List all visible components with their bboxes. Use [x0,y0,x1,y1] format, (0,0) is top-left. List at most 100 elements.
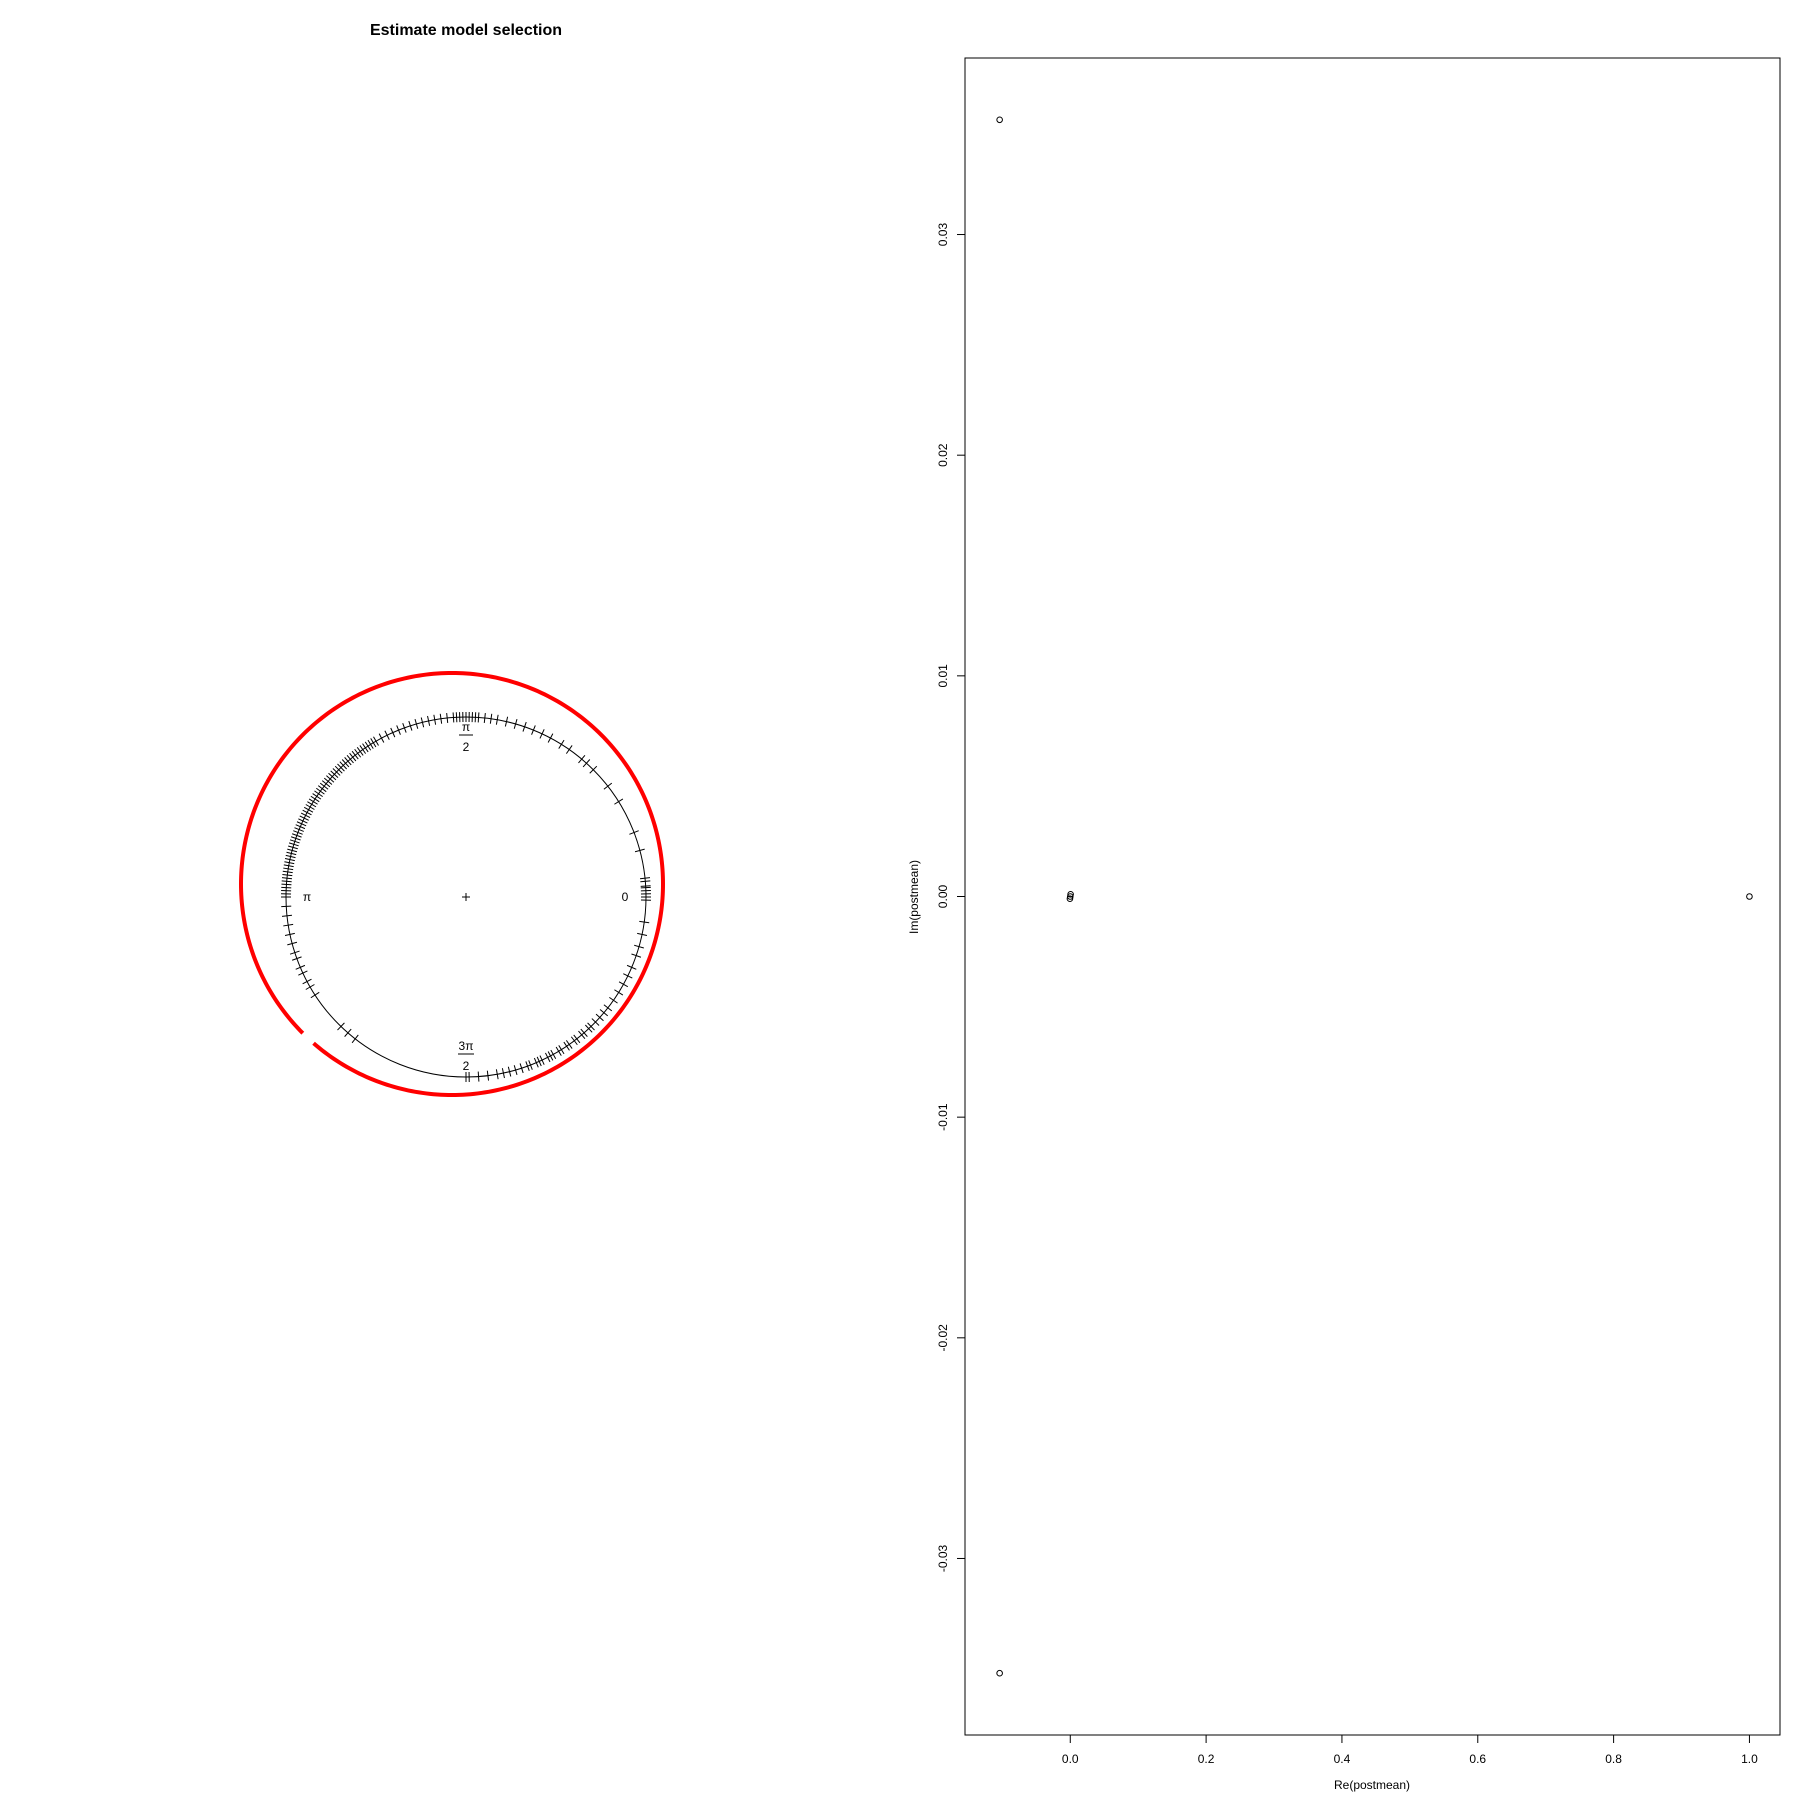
angle-label-pi-over-2-num: π [462,720,470,734]
observation-tick [446,712,449,724]
observation-tick [339,761,348,770]
observation-tick [525,1061,530,1072]
observation-tick [298,818,308,824]
observation-tick [595,1013,604,1022]
observation-tick [356,747,364,756]
scatter-point [1066,895,1074,903]
observation-tick [587,1022,595,1031]
observation-tick [344,1028,352,1037]
observation-tick [367,739,374,749]
observation-tick [308,798,318,805]
observation-tick [362,743,369,753]
angle-label-pi: π [303,890,311,904]
observation-tick [565,1040,573,1049]
observation-tick [558,1045,565,1055]
observation-tick [332,768,341,776]
observation-tick [284,932,295,936]
observation-tick [626,964,637,970]
observation-tick [378,733,385,743]
observation-tick [640,886,651,889]
observation-tick [384,730,390,740]
observation-tick [402,722,407,733]
observation-tick [623,973,633,979]
observation-tick [330,770,339,779]
center-cross [462,893,470,901]
x-tick-label: 0.8 [1605,1752,1622,1766]
observation-tick [452,712,455,723]
observation-tick [522,721,527,732]
observation-tick [312,793,322,800]
observation-tick [634,944,644,949]
observation-tick [373,736,379,746]
observation-tick [408,720,413,731]
observation-tick [287,941,298,946]
observation-tick [609,996,618,1004]
angle-label-3pi-over-2-num: 3π [459,1039,474,1053]
observation-tick [296,821,307,827]
scatter-point [1066,893,1074,900]
plot-title: Estimate model selection [370,22,562,39]
y-tick-label: 0.00 [936,884,950,908]
observation-tick [291,956,302,961]
observation-tick [390,727,396,738]
observation-tick [477,712,480,723]
observation-tick [316,787,325,795]
y-axis-title: Im(postmean) [907,860,921,934]
circular-plot-panel: Estimate model selection 0 π π 2 3π 2 [238,22,666,1098]
observation-tick [281,883,292,886]
scatter-point [1067,890,1074,898]
observation-tick [284,858,295,862]
scatter-point [996,1669,1003,1677]
observation-tick [307,801,317,808]
observation-tick [281,914,293,917]
y-tick-label: -0.03 [936,1544,950,1572]
x-tick-label: 0.2 [1198,1752,1215,1766]
observation-tick [303,806,314,813]
observation-tick [337,763,345,772]
observation-tick [573,1034,581,1044]
observation-tick [288,845,298,850]
observation-tick [539,729,545,739]
observation-tick [328,772,337,781]
observation-tick [639,920,650,924]
observation-tick [513,719,518,729]
observation-tick [290,836,301,841]
observation-tick [547,733,554,743]
observation-tick [281,880,292,883]
scatter-point [996,116,1003,124]
observation-tick [507,1066,512,1077]
observation-tick [284,861,295,865]
observation-tick [281,886,292,889]
observation-tick [501,1068,505,1079]
observation-tick [427,715,431,726]
observation-tick [634,848,645,853]
observation-tick [314,790,323,798]
observation-tick [584,1024,593,1033]
observation-tick [533,1057,539,1068]
observation-tick [439,713,443,724]
density-curve [238,670,666,1098]
observation-tick [536,1056,542,1067]
angle-label-pi-over-2-den: 2 [463,740,470,754]
observation-tick [299,815,309,821]
y-tick-label: 0.02 [936,443,950,467]
x-axis: 0.0 0.2 0.4 0.6 0.8 1.0 [1062,1734,1758,1766]
observation-tick [640,880,651,883]
y-tick-label: -0.02 [936,1324,950,1352]
observation-tick [477,1071,480,1082]
observation-tick [344,757,352,766]
observation-tick [300,812,311,818]
observation-tick [591,1018,600,1026]
observation-tick [570,1036,578,1046]
observation-tick [519,1063,524,1074]
observation-tick [281,877,293,880]
observation-tick [305,984,315,990]
x-tick-label: 0.0 [1062,1752,1079,1766]
observation-tick [295,964,306,970]
y-axis: -0.03 -0.02 -0.01 0.00 0.01 0.02 0.03 [936,223,966,1572]
observation-tick [326,775,335,783]
observation-tick [599,1009,609,1017]
observation-tick [504,716,509,727]
observation-tick [495,714,499,725]
observation-tick [629,830,639,835]
